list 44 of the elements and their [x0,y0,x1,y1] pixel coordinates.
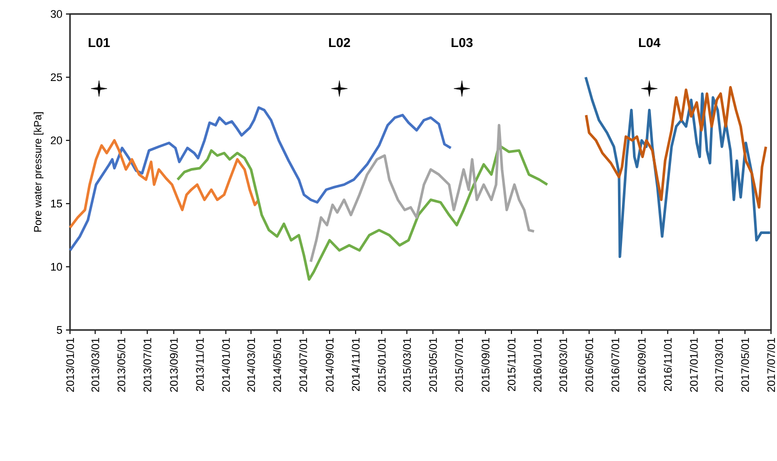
line-series [68,139,260,229]
x-tick-label: 2016/05/01 [585,338,594,392]
x-tick-label: 2015/05/01 [428,338,437,392]
annotation: L01 [88,38,110,48]
x-tick-label: 2015/09/01 [481,338,490,392]
x-tick-label: 2013/11/01 [196,338,204,392]
x-tick-label: 2016/03/01 [559,338,568,392]
x-tick-label: 2014/09/01 [326,338,334,392]
x-tick-label: 2016/07/01 [611,338,620,392]
line-series [68,106,452,252]
x-tick-label: 2014/05/01 [273,338,282,392]
x-tick-label: 2014/03/01 [246,338,256,392]
x-tick-label: 2013/01/01 [66,338,74,392]
x-tick-label: 2015/11/01 [507,338,516,392]
x-tick-label: 2013/07/01 [143,338,152,392]
y-tick-label: 30 [50,10,62,18]
x-tick-label: 2017/03/01 [714,338,723,392]
x-tick-label: 2016/11/01 [664,338,672,392]
line-series [584,86,768,209]
annotation: L03 [452,38,473,48]
x-tick-label: 2014/07/01 [299,338,308,392]
x-tick-label: 2013/09/01 [170,338,178,392]
x-tick-label: 2015/03/01 [402,338,411,392]
x-tick-label: 2016/01/01 [533,338,542,392]
y-tick-label: 15 [51,200,62,208]
x-tick-label: 2015/07/01 [454,338,463,392]
y-tick-label: 20 [50,136,62,144]
x-tick-label: 2017/07/01 [766,338,776,392]
y-tick-label: 5 [56,326,62,334]
x-tick-label: 2015/01/01 [378,338,386,392]
y-axis-title: Pore water pressure [kPa] [34,112,44,232]
y-tick-label: 25 [50,73,62,82]
annotation: L04 [639,38,660,48]
x-tick-label: 2013/03/01 [91,338,100,392]
x-tick-label: 2016/09/01 [638,338,646,392]
x-tick-label: 2013/05/01 [117,338,126,392]
x-tick-label: 2014/01/01 [222,338,230,392]
annotation: L02 [329,38,350,48]
x-tick-label: 2017/05/01 [740,338,749,392]
line-series [309,124,536,264]
line-series [176,144,549,281]
x-tick-label: 2017/01/01 [690,338,698,392]
x-tick-label: 2014/11/01 [352,338,360,392]
y-tick-label: 10 [51,262,62,271]
